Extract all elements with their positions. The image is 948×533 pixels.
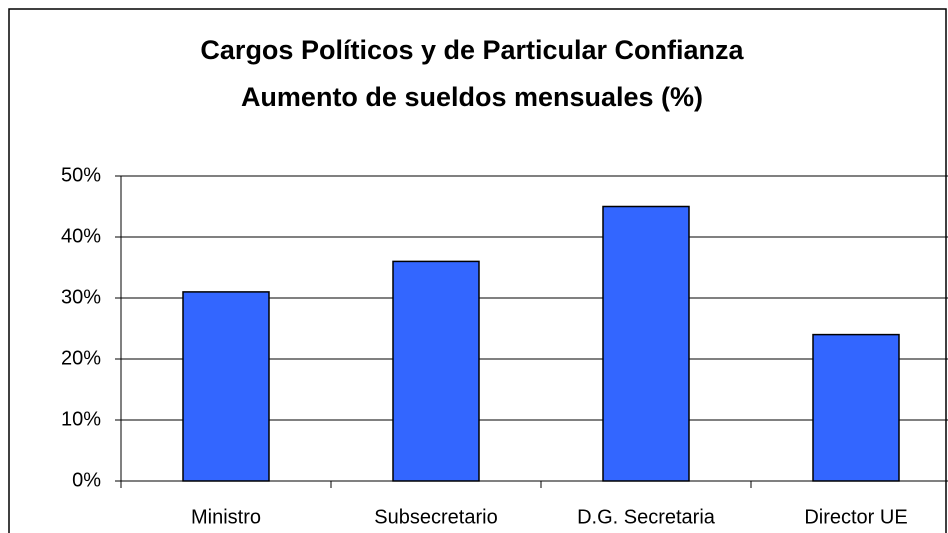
x-tick-label: Ministro bbox=[191, 506, 261, 528]
chart-title: Cargos Políticos y de Particular Confian… bbox=[200, 35, 744, 65]
y-tick-label: 20% bbox=[61, 347, 101, 369]
x-tick-label: Subsecretario bbox=[374, 506, 497, 528]
chart-title: Aumento de sueldos mensuales (%) bbox=[241, 82, 703, 112]
bar bbox=[812, 333, 900, 482]
y-tick-label: 30% bbox=[61, 286, 101, 308]
bar bbox=[602, 205, 690, 482]
y-tick-label: 50% bbox=[61, 164, 101, 186]
bar bbox=[392, 260, 480, 482]
y-tick-label: 0% bbox=[72, 469, 101, 491]
y-tick-label: 40% bbox=[61, 225, 101, 247]
y-tick-label: 10% bbox=[61, 408, 101, 430]
x-tick-label: Director UE bbox=[804, 506, 907, 528]
x-tick-label: D.G. Secretaria bbox=[577, 506, 716, 528]
bar bbox=[182, 291, 270, 482]
